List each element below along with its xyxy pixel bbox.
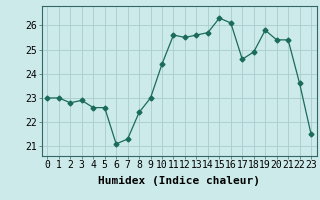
X-axis label: Humidex (Indice chaleur): Humidex (Indice chaleur) [98, 176, 260, 186]
